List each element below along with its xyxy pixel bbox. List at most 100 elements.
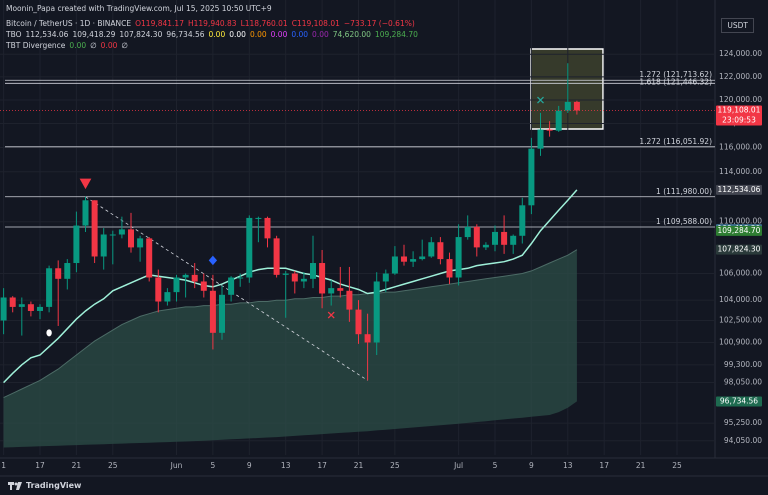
indicator-value: 109,418.29: [72, 30, 116, 39]
ohlc-value: L118,760.01: [240, 19, 288, 28]
candle-body: [428, 242, 435, 257]
candle-body: [219, 294, 225, 333]
y-tick-label: 100,900.00: [719, 337, 762, 346]
indicator-value: 74,620.00: [332, 30, 371, 39]
indicator-value: 0.00: [69, 41, 87, 50]
fib-level-label: 1.618 (121,446.32): [639, 77, 712, 86]
indicator-value: 0.00: [291, 30, 309, 39]
candle-body: [364, 334, 371, 343]
indicator-name: TBO: [6, 30, 22, 39]
candle-body: [273, 238, 280, 275]
x-tick-label: 21: [354, 461, 364, 470]
candle-body: [501, 231, 508, 245]
fib-level-label: 1 (109,588.00): [656, 217, 712, 226]
candle-body: [9, 297, 16, 307]
y-tick-label: 99,300.00: [724, 360, 762, 369]
credit: Moonin_Papa created with TradingView.com…: [6, 4, 272, 13]
y-tick-label: 120,000.00: [719, 95, 762, 104]
candle-body: [27, 304, 34, 311]
x-tick-label: 17: [317, 461, 327, 470]
candle-body: [455, 237, 462, 278]
x-tick-label: 5: [493, 461, 498, 470]
candle-body: [164, 292, 171, 302]
indicator-line: [3, 189, 578, 384]
candle-body: [510, 235, 517, 245]
x-tick-label: 17: [599, 461, 609, 470]
candle-body: [546, 129, 553, 131]
indicator-value: ∅: [121, 41, 128, 50]
brand-name: TradingView: [26, 481, 82, 490]
candle-body: [492, 231, 498, 245]
brand-logo: [8, 481, 22, 490]
candle-body: [82, 200, 89, 226]
candle-body: [291, 273, 298, 282]
ohlc-value: −733.17 (−0.61%): [343, 19, 415, 28]
candle-body: [73, 225, 80, 264]
candle-body: [482, 244, 489, 248]
y-tick-label: 116,000.00: [719, 142, 762, 151]
signal-marker: [79, 178, 92, 190]
fib-level-label: 1.272 (121,713.62): [639, 70, 712, 79]
price-tag: [716, 105, 762, 126]
candle-body: [337, 288, 344, 291]
candle-body: [410, 259, 417, 262]
candle-body: [37, 306, 43, 311]
candle-body: [55, 268, 62, 279]
candle-body: [419, 256, 426, 260]
candle-body: [91, 200, 98, 257]
candle-body: [246, 217, 253, 278]
y-tick-label: 106,000.00: [719, 269, 762, 278]
candle-body: [401, 256, 407, 262]
tbo-row: TBO 112,534.06 109,418.29 107,824.30 96,734.…: [6, 30, 418, 39]
currency-button[interactable]: USDT: [721, 18, 754, 33]
candle-body: [200, 281, 207, 291]
price-tag: [716, 396, 762, 407]
indicator-value: 112,534.06: [25, 30, 69, 39]
candle-body: [464, 226, 471, 238]
y-tick-label: 110,000.00: [719, 217, 762, 226]
indicator-value: 107,824.30: [119, 30, 163, 39]
indicator-value: 96,734.56: [166, 30, 205, 39]
price-tag: [716, 225, 762, 236]
y-tick-label: 124,000.00: [719, 49, 762, 58]
candle-body: [173, 277, 180, 293]
x-tick-label: 25: [390, 461, 400, 470]
candle-body: [209, 290, 216, 333]
candle-body: [146, 238, 153, 278]
candle-body: [64, 263, 71, 279]
countdown: 23:09:53: [722, 115, 756, 124]
y-tick-label: 94,050.00: [724, 436, 762, 445]
candle-body: [564, 101, 571, 111]
candle-body: [310, 263, 316, 279]
indicator-value: 109,284.70: [374, 30, 418, 39]
signal-marker: [327, 311, 335, 319]
candle-body: [109, 234, 116, 236]
candle-body: [528, 148, 535, 206]
candle-body: [373, 281, 380, 343]
candle-body: [355, 309, 362, 335]
candle-body: [573, 101, 580, 111]
x-tick-label: 25: [672, 461, 682, 470]
candle-body: [391, 256, 398, 274]
tbt-row: TBT Divergence 0.00 ∅ 0.00 ∅: [6, 41, 128, 50]
candle-body: [537, 129, 544, 149]
brand: TradingView: [8, 481, 81, 490]
signal-marker: [208, 255, 218, 266]
candle-body: [282, 273, 289, 275]
indicator-value: 0.00: [312, 30, 329, 39]
indicator-value: 0.00: [270, 30, 288, 39]
candle-body: [137, 238, 144, 248]
y-tick-label: 104,000.00: [719, 295, 762, 304]
indicator-cloud: [3, 249, 577, 448]
price-tag-label: 109,284.70: [718, 226, 761, 235]
candle-body: [46, 268, 53, 307]
x-tick-label: 21: [636, 461, 646, 470]
candle-body: [128, 229, 134, 248]
x-tick-label: 1: [1, 461, 6, 470]
indicator-value: 0.00: [229, 30, 246, 39]
x-tick-label: Jun: [170, 461, 183, 470]
trendline: [85, 196, 368, 381]
fib-level-label: 1.272 (116,051.92): [639, 137, 712, 146]
candle-body: [118, 229, 125, 235]
candle-body: [191, 274, 198, 282]
